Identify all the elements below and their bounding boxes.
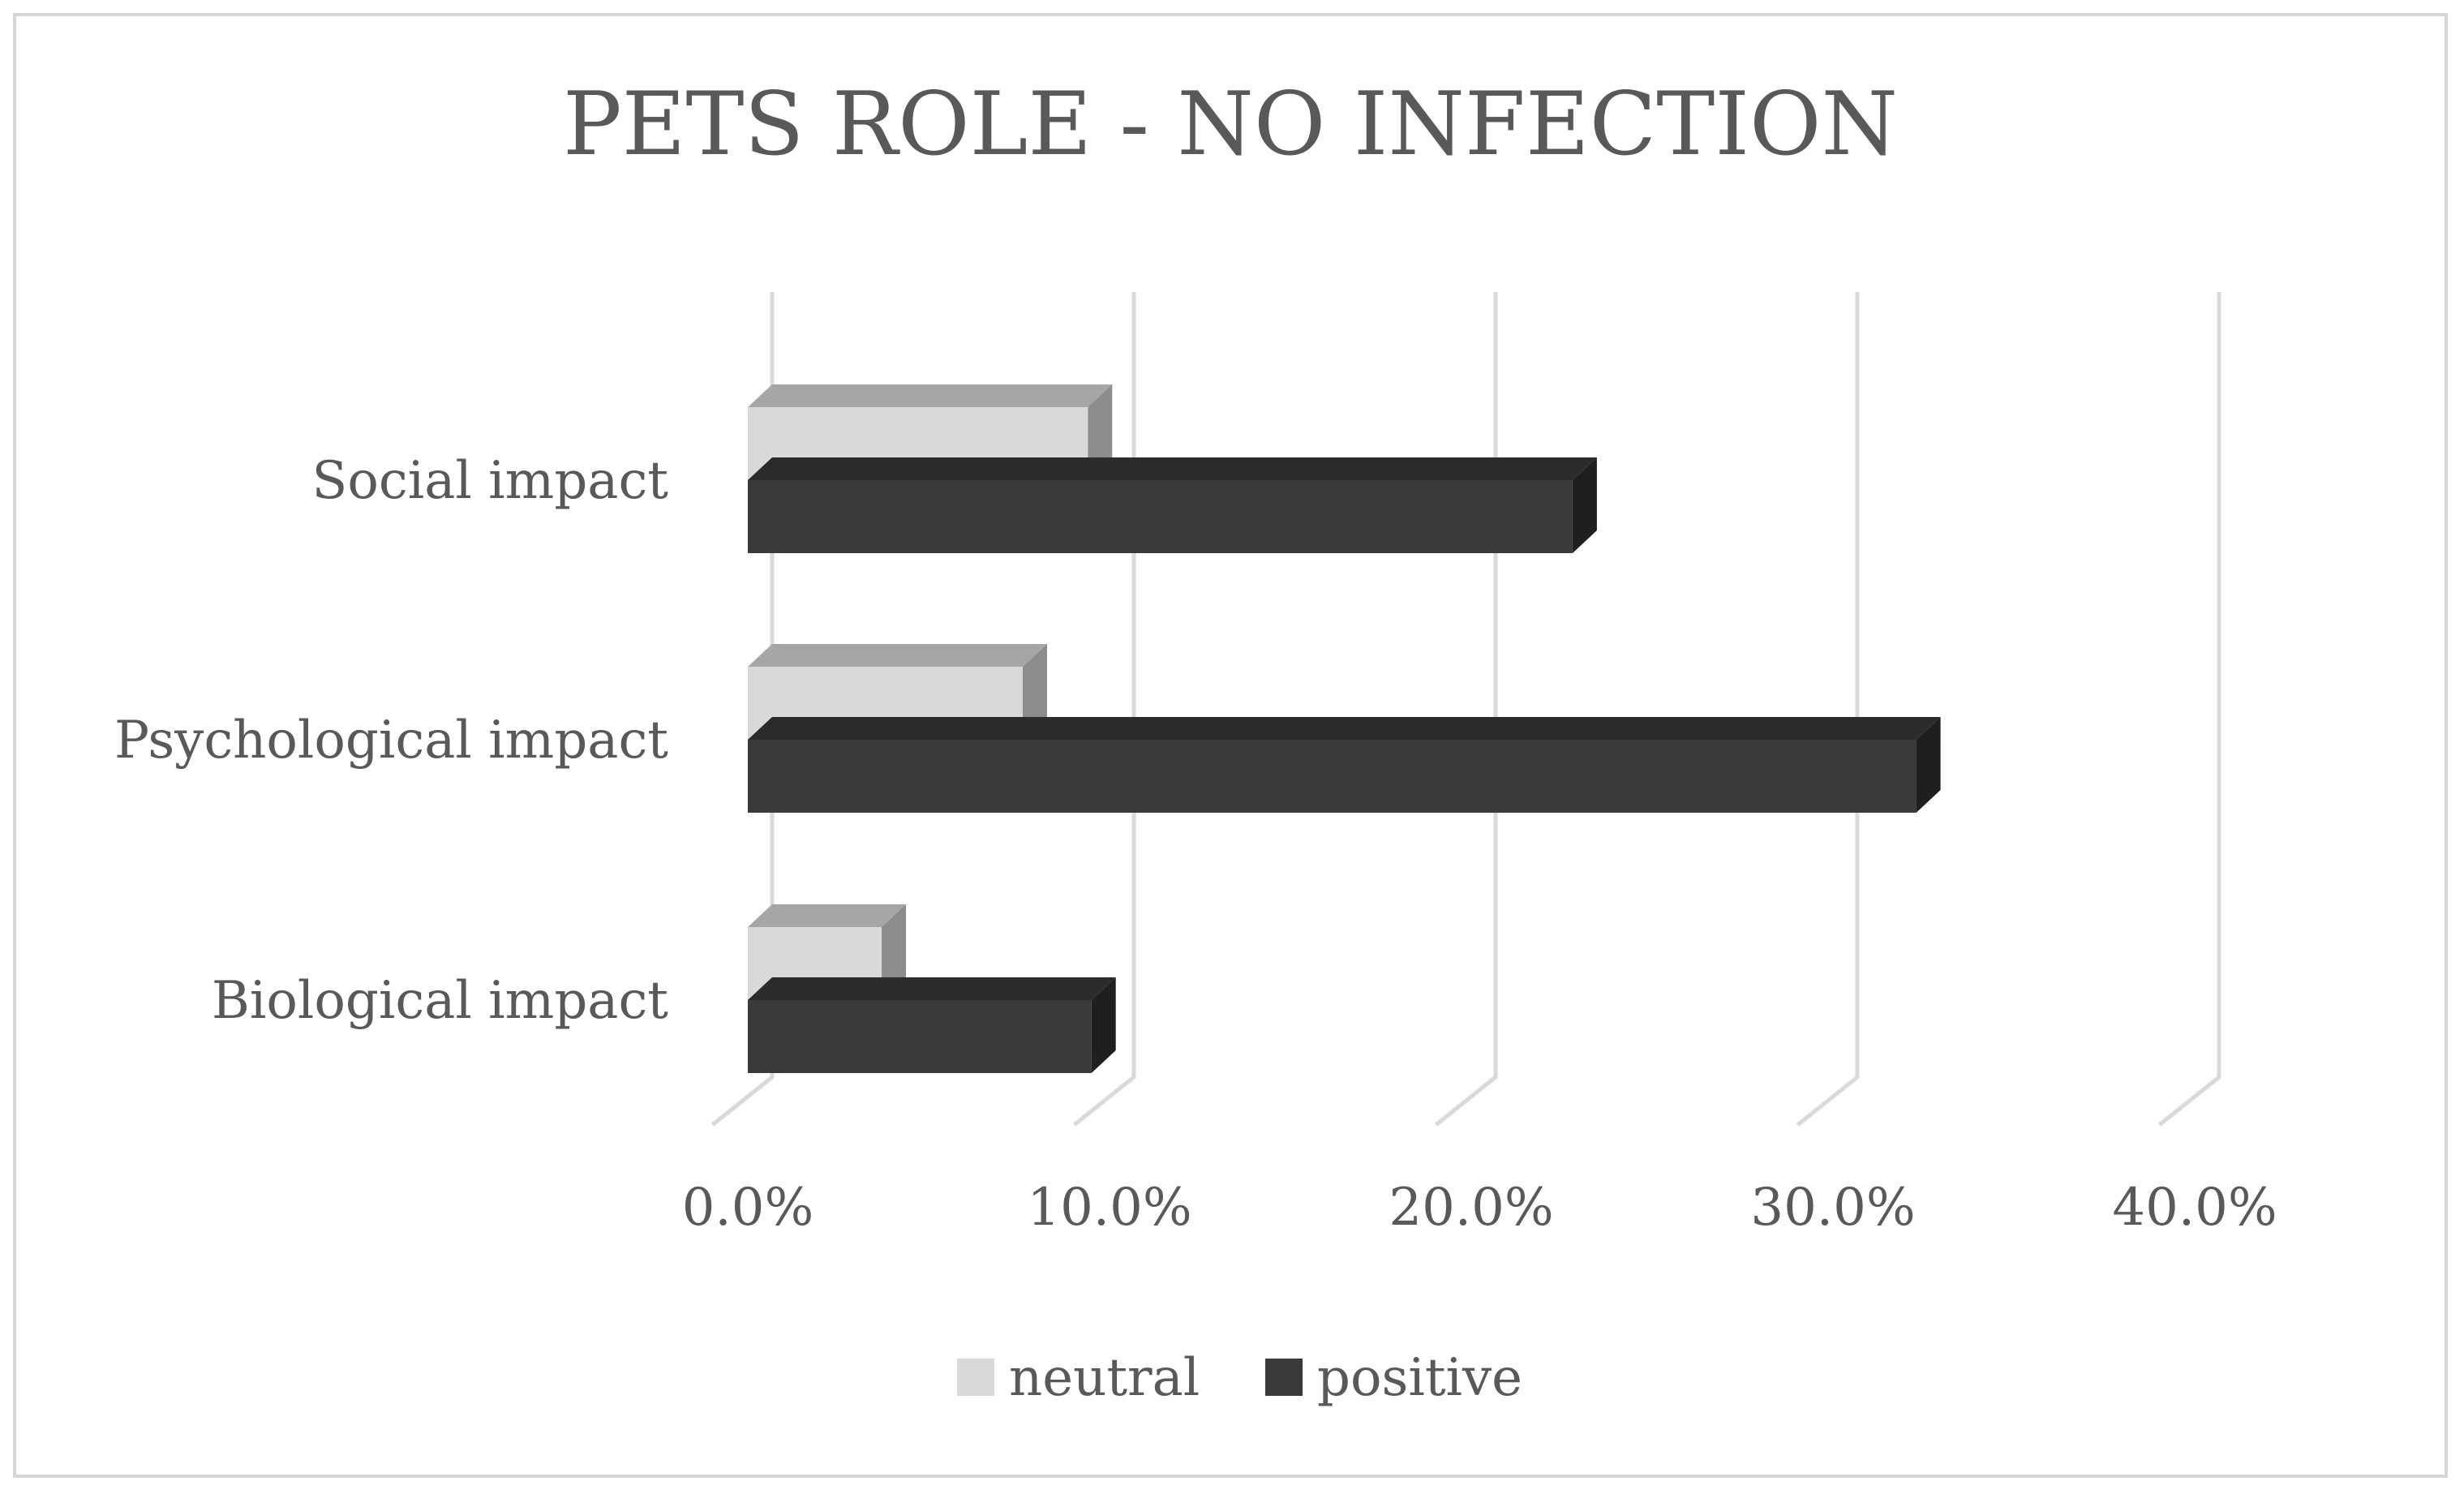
x-tick-label: 20.0% [1389, 1178, 1553, 1238]
gridline-20-0pct [1434, 292, 1498, 1127]
legend-item-neutral: neutral [957, 1348, 1200, 1408]
grid-layer [710, 292, 2221, 1127]
category-label: Social impact [312, 451, 669, 511]
bars-layer [748, 384, 1941, 1073]
legend-item-positive: positive [1265, 1348, 1522, 1408]
gridline-30-0pct [1796, 292, 1860, 1127]
legend: neutral positive [957, 1348, 1522, 1408]
gridline-40-0pct [2157, 292, 2221, 1127]
category-label: Psychological impact [114, 711, 668, 771]
bar-positive-biological-impact [748, 977, 1116, 1073]
chart-frame: PETS ROLE - NO INFECTION Social impact Ps… [13, 13, 2448, 1478]
chart-title: PETS ROLE - NO INFECTION [563, 74, 1898, 175]
bar-positive-social-impact [748, 457, 1597, 553]
gridline-10-0pct [1072, 292, 1136, 1127]
x-tick-label: 40.0% [2112, 1178, 2277, 1238]
x-axis-tick-labels: 0.0% 10.0% 20.0% 30.0% 40.0% [682, 1178, 2277, 1238]
legend-label-neutral: neutral [1009, 1348, 1200, 1408]
legend-swatch-positive [1265, 1359, 1303, 1396]
bar-positive-psychological-impact [748, 717, 1941, 813]
category-label: Biological impact [212, 971, 668, 1031]
x-tick-label: 30.0% [1750, 1178, 1915, 1238]
legend-label-positive: positive [1317, 1348, 1522, 1408]
gridline-0-0pct [710, 292, 775, 1127]
x-tick-label: 0.0% [682, 1178, 814, 1238]
legend-swatch-neutral [957, 1359, 994, 1396]
chart-svg: PETS ROLE - NO INFECTION Social impact Ps… [114, 74, 2277, 1408]
x-tick-label: 10.0% [1027, 1178, 1191, 1238]
category-labels: Social impact Psychological impact Biologi… [114, 451, 668, 1031]
